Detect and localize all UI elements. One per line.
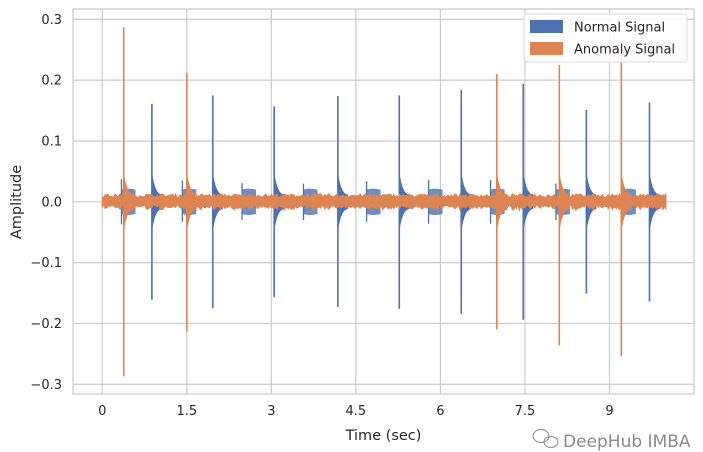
y-tick-label: 0.0 [41,195,62,210]
y-ticks: 0.3 0.2 0.1 0.0 −0.1 −0.2 −0.3 [30,13,62,393]
x-axis-label: Time (sec) [345,428,422,444]
legend-swatch-normal [530,20,563,33]
y-tick-label: −0.1 [30,256,62,271]
spike-ringing [621,171,632,233]
x-tick-label: 0 [98,404,106,419]
legend-label-anomaly: Anomaly Signal [574,43,675,58]
series-layer [101,27,667,377]
noise-band [101,192,667,213]
plot-frame [72,8,695,395]
spike-ringing [559,171,570,233]
x-ticks: 0 1.5 3 4.5 6 7.5 9 [98,404,613,419]
x-tick-label: 9 [605,404,613,419]
watermark-text: DeepHub IMBA [563,432,691,452]
legend-swatch-anomaly [530,42,563,55]
legend-label-normal: Normal Signal [574,21,665,36]
x-tick-label: 7.5 [515,404,536,419]
y-axis-label: Amplitude [9,165,25,239]
x-tick-label: 1.5 [176,404,197,419]
legend: Normal Signal Anomaly Signal [523,13,688,63]
legend-box [523,13,688,63]
y-tick-label: 0.2 [41,74,62,89]
y-tick-label: 0.3 [41,13,62,28]
y-tick-label: −0.2 [30,317,62,332]
spike-ringing [496,171,507,233]
watermark: DeepHub IMBA [532,428,691,452]
y-tick-label: 0.1 [41,134,62,149]
spike-ringing [186,171,197,233]
wechat-icon [532,428,559,449]
series-anomaly [101,27,667,377]
y-tick-label: −0.3 [30,378,62,393]
x-tick-label: 6 [436,404,444,419]
spike-ringing [123,171,134,233]
x-tick-label: 3 [267,404,275,419]
x-tick-label: 4.5 [346,404,367,419]
